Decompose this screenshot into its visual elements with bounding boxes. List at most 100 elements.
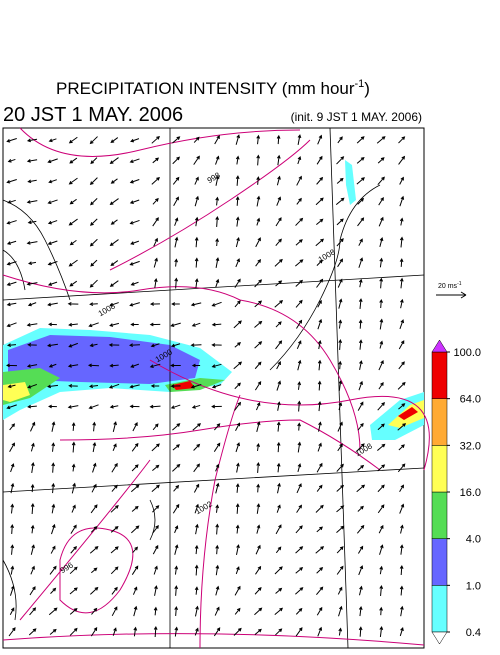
wind-arrow [211,322,222,327]
wind-arrow [111,586,118,595]
wind-arrow [316,155,323,165]
wind-arrow [316,259,323,267]
wind-arrow [276,421,281,432]
wind-arrow [356,524,365,534]
wind-arrow [357,217,365,227]
wind-arrow [174,606,179,616]
wind-arrow [255,258,262,267]
wind-arrow [9,585,15,596]
wind-arrow [71,441,76,453]
wind-arrow [234,300,241,308]
wind-arrow [47,220,58,225]
wind-arrow [338,627,343,636]
wind-arrow [317,339,322,350]
colorbar-segment [431,585,448,633]
rain-area [8,335,200,384]
wind-arrow [379,626,384,637]
wind-arrow [338,401,343,411]
wind-arrow [275,587,283,594]
wind-arrow [193,443,201,451]
wind-arrow [215,155,220,165]
wind-arrow [31,462,35,473]
wind-arrow [356,443,365,452]
wind-arrow [9,423,16,431]
wind-arrow [152,525,159,534]
wind-arrow [109,363,119,368]
wind-arrow [6,302,17,307]
wind-arrow [295,299,303,308]
wind-arrow [90,567,98,574]
wind-arrow [174,565,179,575]
wind-arrow [338,605,343,617]
wind-arrow [151,135,160,144]
wind-arrow [10,463,15,473]
wind-arrow [378,216,384,227]
wind-arrow [296,319,303,329]
wind-arrow [109,322,120,327]
wind-arrow [399,564,404,576]
wind-arrow [336,218,344,226]
wind-arrow [235,155,240,165]
wind-arrow [235,175,240,186]
wind-arrow [254,381,262,391]
wind-arrow [276,380,282,391]
wind-arrow [357,401,364,411]
wind-arrow [234,585,241,596]
wind-arrow [316,176,324,185]
wind-arrow [70,545,77,554]
wind-arrow [172,176,180,185]
wind-arrow [256,154,261,166]
wind-arrow [28,628,37,636]
wind-arrow [211,343,222,347]
wind-arrow [317,134,323,145]
wind-arrow [130,138,140,143]
wind-arrow [92,441,97,453]
wind-arrow [379,318,384,330]
wind-arrow [214,606,220,616]
wind-arrow [215,196,220,206]
wind-arrow [173,484,180,492]
wind-arrow [316,278,324,288]
wind-arrow [256,461,261,474]
wind-arrow [235,483,240,493]
wind-arrow [233,627,242,636]
wind-arrow [215,463,220,472]
wind-arrow [358,626,363,637]
wind-arrow [377,443,386,451]
wind-arrow [68,384,78,388]
wind-arrow [110,260,119,267]
wind-arrow [318,421,322,432]
wind-arrow [338,319,343,329]
wind-arrow [399,236,404,248]
wind-arrow [6,179,17,184]
wind-arrow [112,627,117,636]
wind-arrow [399,176,404,185]
wind-arrow [378,360,384,371]
wind-arrow [89,546,99,554]
wind-arrow [215,257,220,268]
wind-arrow [399,544,404,555]
wind-arrow [274,300,284,308]
wind-arrow [67,364,79,368]
wind-arrow [337,278,343,288]
wind-arrow [337,443,343,452]
wind-arrow [297,381,302,390]
wind-arrow [109,198,119,206]
wind-arrow [398,340,405,350]
wind-arrow [215,564,220,576]
wind-arrow [149,363,161,368]
wind-arrow [133,626,138,637]
wind-arrow [26,241,38,245]
wind-arrow [71,463,76,472]
wind-arrow [256,483,260,493]
wind-arrow [150,343,160,348]
wind-arrow [315,546,325,554]
wind-arrow [151,443,160,452]
wind-arrow [174,626,179,637]
wind-arrow [398,155,406,165]
wind-arrow [172,156,181,165]
wind-arrow [6,281,17,286]
wind-arrow [172,444,180,451]
colorbar: 0.4 1.0 4.0 16.0 32.0 64.0 100.0 [431,339,481,645]
